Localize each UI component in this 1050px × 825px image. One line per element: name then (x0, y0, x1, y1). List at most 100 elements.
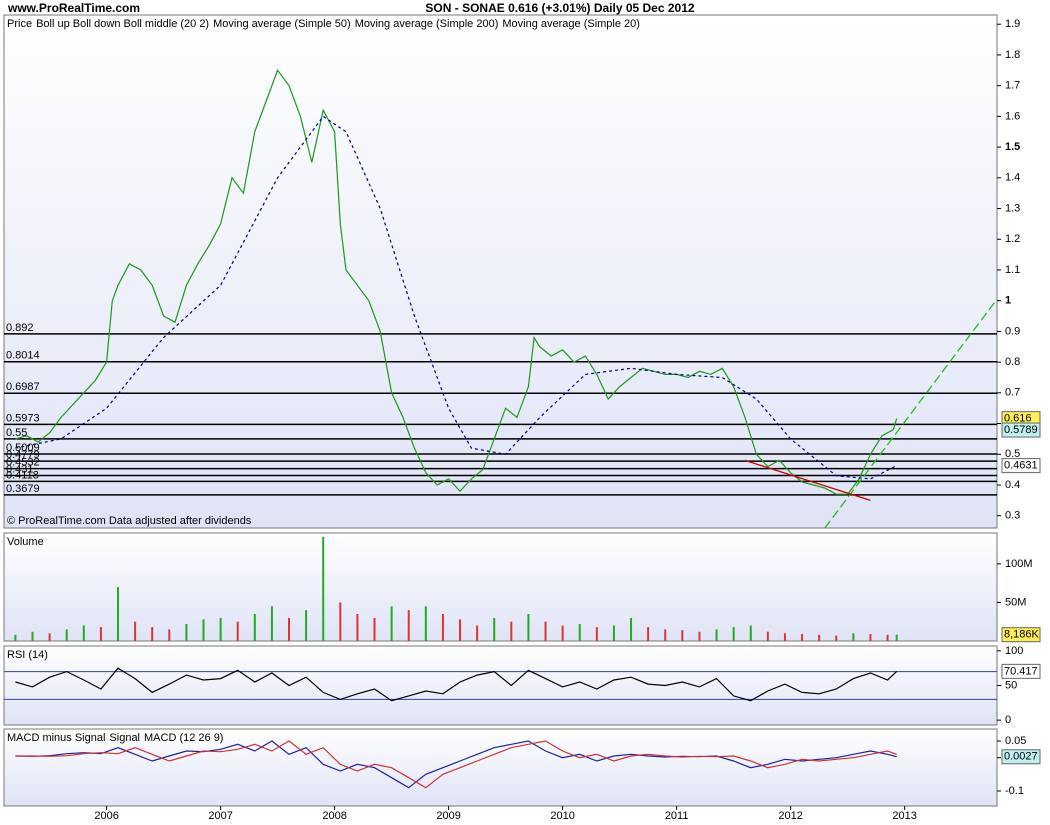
volume-bar (895, 634, 898, 641)
volume-bar (818, 634, 821, 641)
panel-title: Volume (7, 536, 44, 548)
volume-bar (630, 617, 633, 641)
x-tick-label: 2008 (322, 810, 346, 822)
last-value-box (1001, 663, 1041, 679)
volume-bar (202, 619, 205, 641)
y-tick-label: 1.1 (1005, 264, 1020, 276)
volume-bar (185, 624, 188, 641)
legend-entry: MACD (12 26 9) (144, 732, 223, 744)
volume-bar (749, 625, 752, 641)
level-label: 0.5973 (6, 412, 40, 424)
panel-title: RSI (14) (7, 649, 48, 661)
volume-bar (698, 631, 701, 641)
volume-bar (48, 633, 51, 641)
legend-entry: Signal (109, 732, 140, 744)
series-line (15, 740, 897, 789)
panel (3, 14, 998, 529)
y-tick-label: 0.5 (1005, 448, 1020, 460)
y-tick-label: 0.8 (1005, 356, 1020, 368)
volume-bar (852, 633, 855, 641)
last-value-box (1001, 749, 1041, 765)
plot-area (14, 536, 898, 641)
x-tick-label: 2012 (778, 810, 802, 822)
volume-bar (664, 629, 667, 641)
last-value-box (1001, 627, 1041, 643)
y-tick-label: 1.7 (1005, 80, 1020, 92)
volume-bar (151, 627, 154, 641)
level-label: 0.892 (6, 322, 34, 334)
volume-bar (356, 614, 359, 641)
volume-bar (561, 625, 564, 641)
volume-bar (373, 617, 376, 641)
last-value-label: 0.616 (1004, 413, 1032, 425)
x-tick-label: 2010 (550, 810, 574, 822)
volume-bar (288, 617, 291, 641)
volume-bar (305, 610, 308, 641)
level-label: 0.4118 (6, 469, 39, 481)
volume-bar (236, 621, 239, 641)
y-tick-label: 0.7 (1005, 387, 1020, 399)
y-tick-label: 0.9 (1005, 325, 1020, 337)
plot-area (4, 69, 997, 528)
volume-bar (270, 606, 273, 641)
volume-bar (647, 627, 650, 641)
volume-bar (99, 627, 102, 641)
y-tick-label: 50M (1005, 596, 1026, 608)
last-value-label: 70.417 (1004, 665, 1038, 677)
legend-entry: Boll up Boll down Boll middle (20 2) (36, 18, 209, 30)
x-tick-label: 2009 (436, 810, 460, 822)
x-tick-label: 2011 (665, 810, 689, 822)
plot-area (4, 667, 997, 702)
last-value-label: 0.5789 (1004, 424, 1038, 436)
legend-entry: Moving average (Simple 20) (502, 18, 640, 30)
last-value-label: 0.4631 (1004, 460, 1038, 472)
y-tick-label: 1.2 (1005, 233, 1020, 245)
y-tick-label: 1.9 (1005, 18, 1020, 30)
y-tick-label: 1.5 (1005, 141, 1020, 153)
volume-bar (493, 617, 496, 641)
series-line (15, 115, 897, 480)
volume-bar (253, 614, 256, 641)
panel (3, 728, 998, 807)
volume-bar (134, 621, 137, 641)
volume-bar (339, 602, 342, 641)
y-tick-label: 1.4 (1005, 172, 1020, 184)
volume-bar (527, 614, 530, 641)
volume-bar (117, 587, 120, 641)
volume-bar (390, 606, 393, 641)
volume-bar (612, 625, 615, 641)
series-line (15, 740, 897, 789)
legend-entry: Moving average (Simple 50) (213, 18, 351, 30)
site-name: www.ProRealTime.com (7, 1, 140, 15)
series-line (15, 667, 898, 702)
y-tick-label: 1.3 (1005, 202, 1020, 214)
volume-bar (219, 617, 222, 641)
last-value-box (1001, 422, 1041, 438)
volume-bar (595, 627, 598, 641)
volume-bar (681, 630, 684, 641)
volume-bar (476, 625, 479, 641)
volume-bar (65, 629, 68, 641)
volume-bar (766, 631, 769, 641)
volume-bar (886, 634, 889, 641)
panel (3, 532, 998, 642)
y-tick-label: 1 (1005, 295, 1011, 307)
trendline (744, 459, 871, 501)
level-label: 0.4532 (6, 457, 40, 469)
level-label: 0.8014 (6, 350, 40, 362)
volume-bar (82, 625, 85, 641)
volume-bar (801, 634, 804, 641)
legend-entry: Moving average (Simple 200) (355, 18, 499, 30)
y-tick-label: 1.8 (1005, 49, 1020, 61)
volume-bar (732, 627, 735, 641)
y-tick-label: 0.3 (1005, 510, 1020, 522)
y-tick-label: 0 (1005, 714, 1011, 726)
legend-entry: Price (7, 18, 32, 30)
plot-area (15, 740, 897, 789)
last-value-label: 0.0027 (1004, 751, 1038, 763)
last-value-box (1001, 458, 1041, 474)
volume-bar (407, 610, 410, 641)
x-tick-label: 2013 (892, 810, 916, 822)
level-label: 0.5009 (6, 442, 40, 454)
